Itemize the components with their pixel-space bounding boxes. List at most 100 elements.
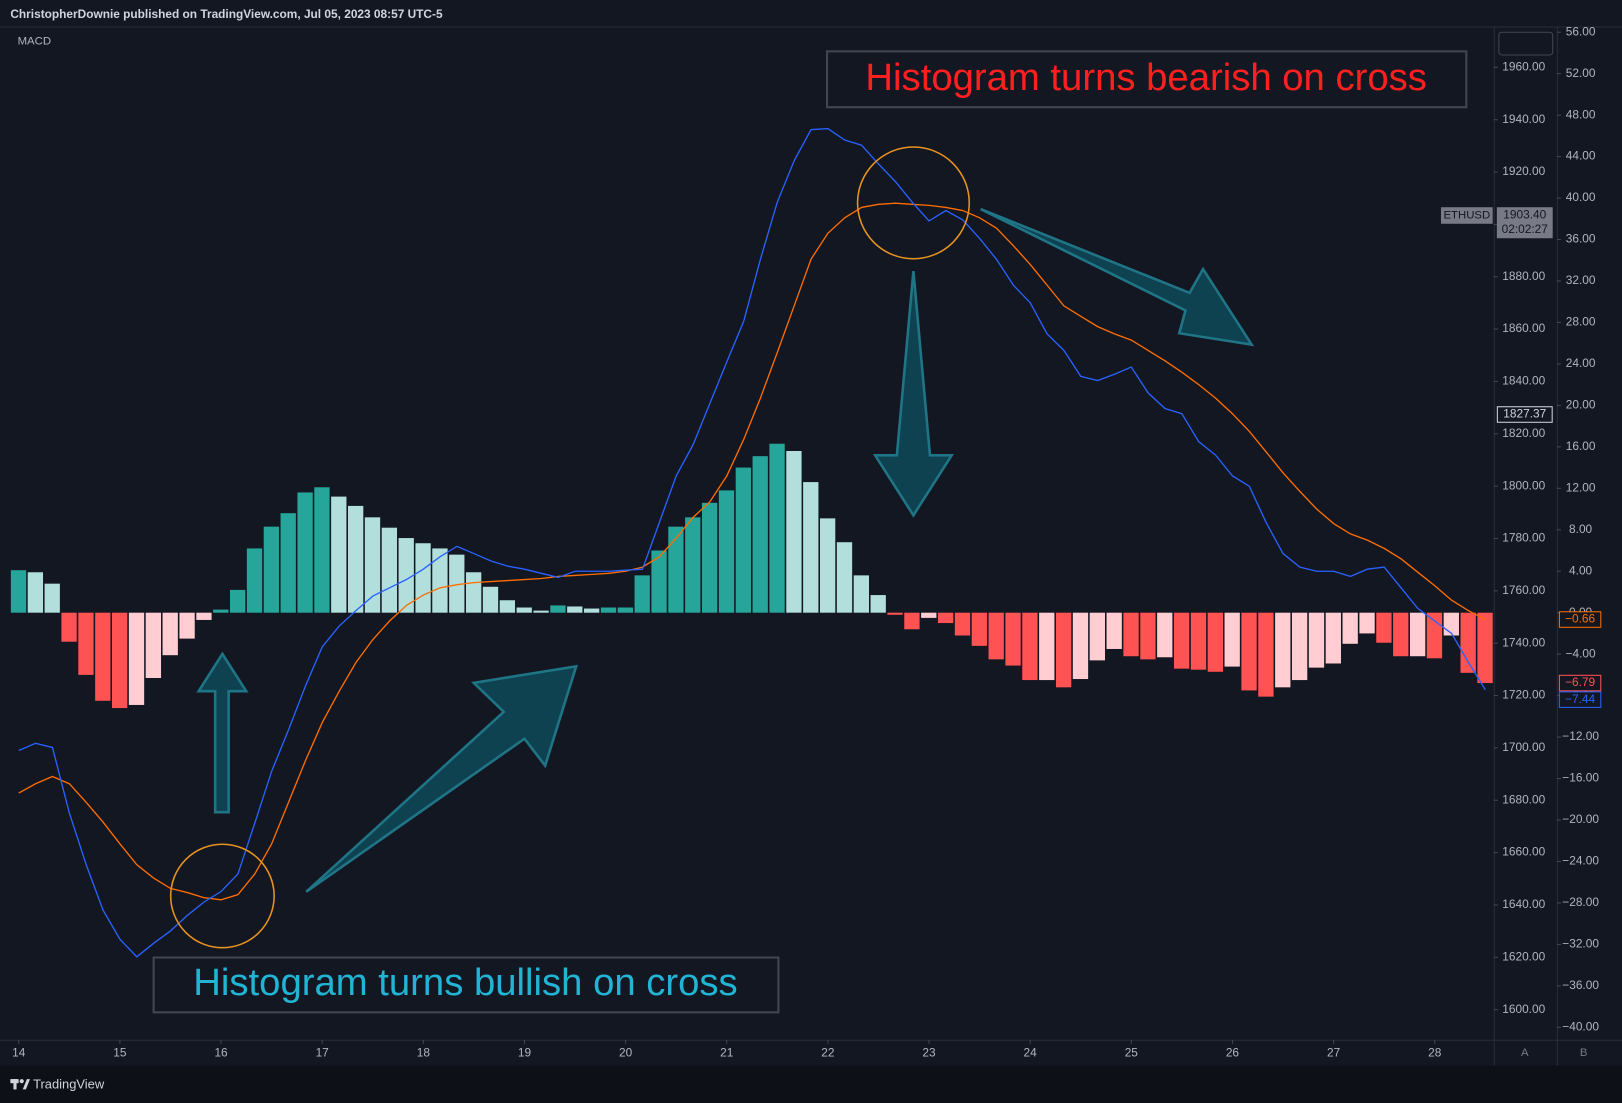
y-tick-label: 44.00 (1566, 149, 1596, 163)
y-tick-label: 48.00 (1566, 107, 1596, 121)
arrow (872, 271, 955, 518)
y2-tick-label: 1800.00 (1502, 478, 1545, 492)
arrow (980, 207, 1255, 347)
histogram-bar (533, 610, 549, 613)
histogram-bar (213, 609, 229, 613)
y2-tick-label: 1760.00 (1502, 583, 1545, 597)
histogram-bar (1089, 612, 1105, 661)
x-tick-label: 26 (1226, 1045, 1240, 1059)
histogram-bar (314, 487, 330, 613)
histogram-bar (179, 612, 195, 639)
histogram-bar (246, 548, 263, 613)
countdown-label: 02:02:27 (1502, 222, 1548, 236)
histogram-bar (1291, 612, 1308, 681)
brand: TradingView (33, 1077, 105, 1092)
histogram-bar (162, 612, 178, 656)
histogram-bar (971, 612, 987, 646)
header-title: ChristopherDownie published on TradingVi… (10, 7, 443, 21)
arrow (196, 651, 249, 814)
signal-line (18, 202, 1486, 901)
y2-tick-label: 1720.00 (1502, 688, 1545, 702)
arrows (196, 207, 1255, 893)
symbol-label-bg (1440, 207, 1493, 224)
axis-button[interactable]: B (1580, 1047, 1588, 1059)
annotation-box (152, 956, 780, 1014)
y2-tick-label: 1920.00 (1502, 164, 1545, 178)
histogram-bar (432, 548, 448, 613)
price-label: 1903.40 (1503, 208, 1546, 222)
y-tick-label: 12.00 (1566, 480, 1596, 494)
histogram-bar (870, 595, 886, 613)
histogram-bar (27, 572, 44, 613)
histogram-bar (769, 443, 785, 613)
histogram-bar (1325, 612, 1341, 664)
y-tick-label: −40.00 (1562, 1019, 1599, 1033)
last-value-label: −0.66 (1565, 612, 1595, 626)
histogram-bar (937, 612, 954, 624)
last-value-bg (1558, 611, 1602, 628)
y2-tick-label: 1940.00 (1502, 112, 1545, 126)
histogram-bar (128, 612, 145, 705)
histogram-bar (1224, 612, 1240, 667)
histogram-bar (381, 527, 398, 613)
histogram-bar (297, 492, 313, 613)
histogram-bar (718, 490, 735, 613)
histogram-bar (685, 517, 701, 613)
price-label-bg (1496, 406, 1553, 423)
histogram-bar (921, 612, 937, 618)
axes: 14 15 16 17 18 19 20 21 22 23 24 25 26 27 28 56.00 52.00… (12, 24, 1602, 1059)
histogram-bar (415, 543, 431, 613)
histogram-bar (1140, 612, 1156, 660)
histogram-bar (1477, 612, 1493, 684)
histogram-bar (1190, 612, 1207, 670)
annotation-box (825, 50, 1468, 109)
y-tick-label: −36.00 (1562, 978, 1599, 992)
cross-circle (169, 843, 275, 949)
histogram-bar (1342, 612, 1358, 644)
histogram-bar (668, 526, 684, 613)
indicator-name: MACD (18, 36, 51, 48)
histogram-bar (988, 612, 1004, 660)
histogram-bar (1207, 612, 1223, 672)
histogram-bar (44, 583, 60, 613)
histogram-bar (145, 612, 162, 678)
y-tick-label: 52.00 (1566, 66, 1596, 80)
histogram-bar (196, 612, 212, 620)
last-value-bg (1558, 674, 1602, 692)
y2-tick-label: 1780.00 (1502, 531, 1545, 545)
histogram-bar (1359, 612, 1375, 634)
histogram-bar (600, 607, 617, 613)
histogram-bar (78, 612, 94, 675)
y-tick-label: −24.00 (1562, 854, 1599, 868)
histogram-bar (516, 607, 532, 613)
histogram-bar (853, 575, 869, 613)
x-tick-label: 15 (113, 1045, 127, 1059)
histogram-bar (398, 538, 414, 613)
axis-button[interactable]: A (1521, 1047, 1529, 1059)
y2-tick-label: 1680.00 (1502, 792, 1545, 806)
y-tick-label: −32.00 (1562, 937, 1599, 951)
histogram-bar (1409, 612, 1426, 657)
x-tick-label: 22 (821, 1045, 834, 1059)
y2-tick-label: 1640.00 (1502, 897, 1545, 911)
histogram-bar (347, 505, 364, 613)
macd-line (18, 127, 1486, 958)
price-label-bg (1496, 207, 1553, 239)
histogram-bar (229, 589, 246, 613)
histogram-bar (836, 542, 853, 613)
y2-tick-label: 1660.00 (1502, 845, 1545, 859)
y-tick-label: −16.00 (1562, 771, 1599, 785)
histogram-bar (567, 606, 583, 613)
histogram-bar (1393, 612, 1409, 657)
histogram-bar (1173, 612, 1190, 669)
histogram-bar (1039, 612, 1055, 681)
price-label: 1827.37 (1503, 407, 1546, 421)
y2-tick-label: 1820.00 (1502, 426, 1545, 440)
histogram-bar (1055, 612, 1072, 688)
histogram-bar (583, 608, 600, 613)
histogram-bar (449, 554, 465, 613)
y-tick-label: 20.00 (1566, 398, 1596, 412)
histogram-bar (331, 496, 347, 613)
